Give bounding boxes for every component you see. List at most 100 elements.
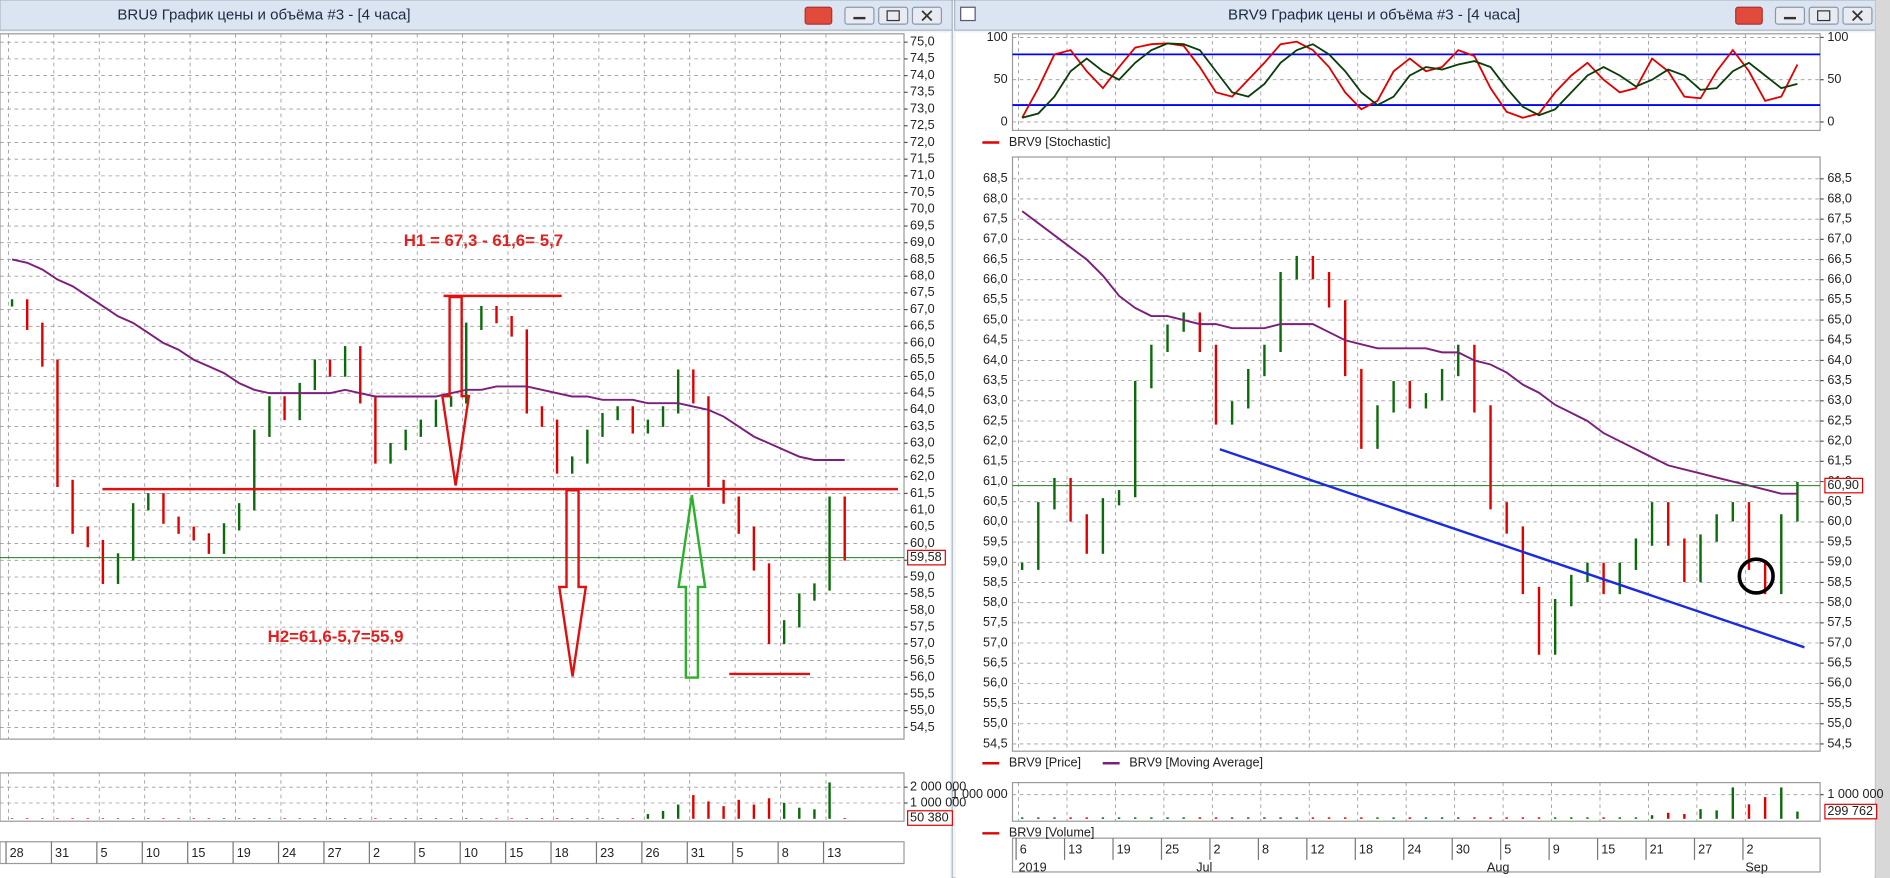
month-label: Aug [1487, 861, 1510, 875]
y-tick-label: 57,5 [983, 615, 1008, 629]
y-tick-label: 75,0 [910, 35, 935, 49]
y-tick-label: 65,5 [983, 292, 1008, 306]
y-tick-label: 100 [987, 30, 1008, 44]
pin-button[interactable] [804, 6, 833, 25]
date-label: 31 [55, 846, 69, 860]
y-tick-label: 57,0 [910, 636, 935, 650]
last-value-box [907, 810, 953, 826]
y-tick-label: 63,5 [1827, 373, 1852, 387]
trend-line [1219, 448, 1805, 649]
y-tick-label: 69,0 [910, 235, 935, 249]
pin-button[interactable] [1735, 6, 1763, 25]
last-value-box [1824, 803, 1878, 820]
window-title: BRV9 График цены и объёма #3 - [4 часа] [1228, 7, 1520, 24]
y-tick-label: 62,5 [983, 413, 1008, 427]
icon [886, 10, 900, 22]
minimize-button[interactable] [1774, 6, 1806, 25]
y-tick-label: 62,5 [1827, 413, 1852, 427]
y-tick-label: 58,5 [910, 586, 935, 600]
y-tick-label: 61,0 [910, 502, 935, 516]
y-tick-label: 66,5 [910, 319, 935, 333]
y-tick-label: 65,5 [910, 352, 935, 366]
y-tick-label: 57,0 [1827, 635, 1852, 649]
date-label: 24 [282, 846, 296, 860]
y-tick-label: 68,5 [1827, 171, 1852, 185]
y-tick-label: 64,5 [983, 333, 1008, 347]
date-label: 5 [1504, 843, 1511, 857]
legend-label: BRV9 [Stochastic] [1009, 135, 1111, 149]
date-label: 8 [1262, 843, 1269, 857]
y-tick-label: 1 000 000 [951, 787, 1007, 801]
y-tick-label: 0 [1001, 114, 1008, 128]
drawn-arrow [677, 494, 707, 679]
y-tick-label: 65,0 [910, 369, 935, 383]
date-label: 9 [1553, 843, 1560, 857]
y-tick-label: 66,0 [1827, 272, 1852, 286]
y-tick-label: 65,5 [1827, 292, 1852, 306]
y-tick-label: 65,0 [983, 312, 1008, 326]
y-tick-label: 66,5 [983, 252, 1008, 266]
y-tick-label: 59,5 [1827, 534, 1852, 548]
moving-average [11, 258, 845, 461]
y-tick-label: 73,5 [910, 85, 935, 99]
y-tick-label: 55,5 [983, 696, 1008, 710]
y-tick-label: 68,0 [910, 268, 935, 282]
y-tick-label: 58,0 [983, 595, 1008, 609]
y-tick-label: 60,0 [1827, 514, 1852, 528]
date-label: 5 [418, 846, 425, 860]
panel-frame [1011, 781, 1821, 822]
date-label: 19 [237, 846, 251, 860]
date-label: 23 [600, 846, 614, 860]
date-label: 15 [1601, 843, 1615, 857]
date-label: 15 [191, 846, 205, 860]
y-tick-label: 63,5 [910, 419, 935, 433]
y-tick-label: 62,0 [1827, 434, 1852, 448]
y-tick-label: 67,0 [1827, 232, 1852, 246]
restore-button[interactable] [878, 6, 909, 25]
y-tick-label: 68,0 [1827, 191, 1852, 205]
restore-button[interactable] [1808, 6, 1839, 25]
y-tick-label: 56,5 [910, 653, 935, 667]
panel-volume: 1 000 000 1 000 000 299 762 BRV9 [Volume] [951, 781, 1884, 840]
y-tick-label: 74,0 [910, 68, 935, 82]
date-label: 21 [1650, 843, 1664, 857]
y-tick-label: 61,5 [983, 454, 1008, 468]
y-tick-label: 59,0 [983, 555, 1008, 569]
y-tick-label: 67,0 [910, 302, 935, 316]
y-tick-label: 70,0 [910, 202, 935, 216]
date-label: 12 [1310, 843, 1324, 857]
y-tick-label: 72,5 [910, 118, 935, 132]
y-tick-label: 68,5 [910, 252, 935, 266]
panel-price: 68,5 68,5 68,0 68,0 67,5 67,5 67,0 67,0 66,5 66,5… [982, 156, 1864, 875]
date-label: 15 [509, 846, 523, 860]
minimize-button[interactable] [844, 6, 875, 25]
y-tick-label: 64,0 [1827, 353, 1852, 367]
y-tick-label: 56,0 [910, 670, 935, 684]
y-tick-label: 60,0 [910, 536, 935, 550]
stochastic-line [1021, 40, 1799, 119]
last-value-box [1824, 477, 1864, 494]
y-tick-label: 59,0 [1827, 555, 1852, 569]
y-tick-label: 55,0 [910, 703, 935, 717]
y-tick-label: 70,5 [910, 185, 935, 199]
y-tick-label: 55,5 [1827, 696, 1852, 710]
date-label: 30 [1456, 843, 1470, 857]
date-label: 10 [464, 846, 478, 860]
y-tick-label: 58,5 [983, 575, 1008, 589]
last-value-label: 59,58 [910, 550, 942, 564]
y-tick-label: 64,5 [1827, 333, 1852, 347]
y-tick-label: 61,5 [910, 486, 935, 500]
drawn-arrow [440, 295, 471, 486]
date-label: 13 [1068, 843, 1082, 857]
icon [1817, 10, 1831, 22]
y-tick-label: 67,0 [983, 232, 1008, 246]
date-label: 25 [1165, 843, 1179, 857]
y-tick-label: 54,5 [1827, 736, 1852, 750]
panel-price: 75,0 74,5 74,0 73,5 73,0 72,5 72,0 71,5 71,0 70,5… [0, 33, 946, 865]
date-label: 2 [1747, 843, 1754, 857]
date-label: 13 [827, 846, 841, 860]
y-tick-label: 71,0 [910, 168, 935, 182]
window-icon [960, 6, 976, 22]
y-tick-label: 66,0 [910, 335, 935, 349]
y-tick-label: 64,0 [983, 353, 1008, 367]
